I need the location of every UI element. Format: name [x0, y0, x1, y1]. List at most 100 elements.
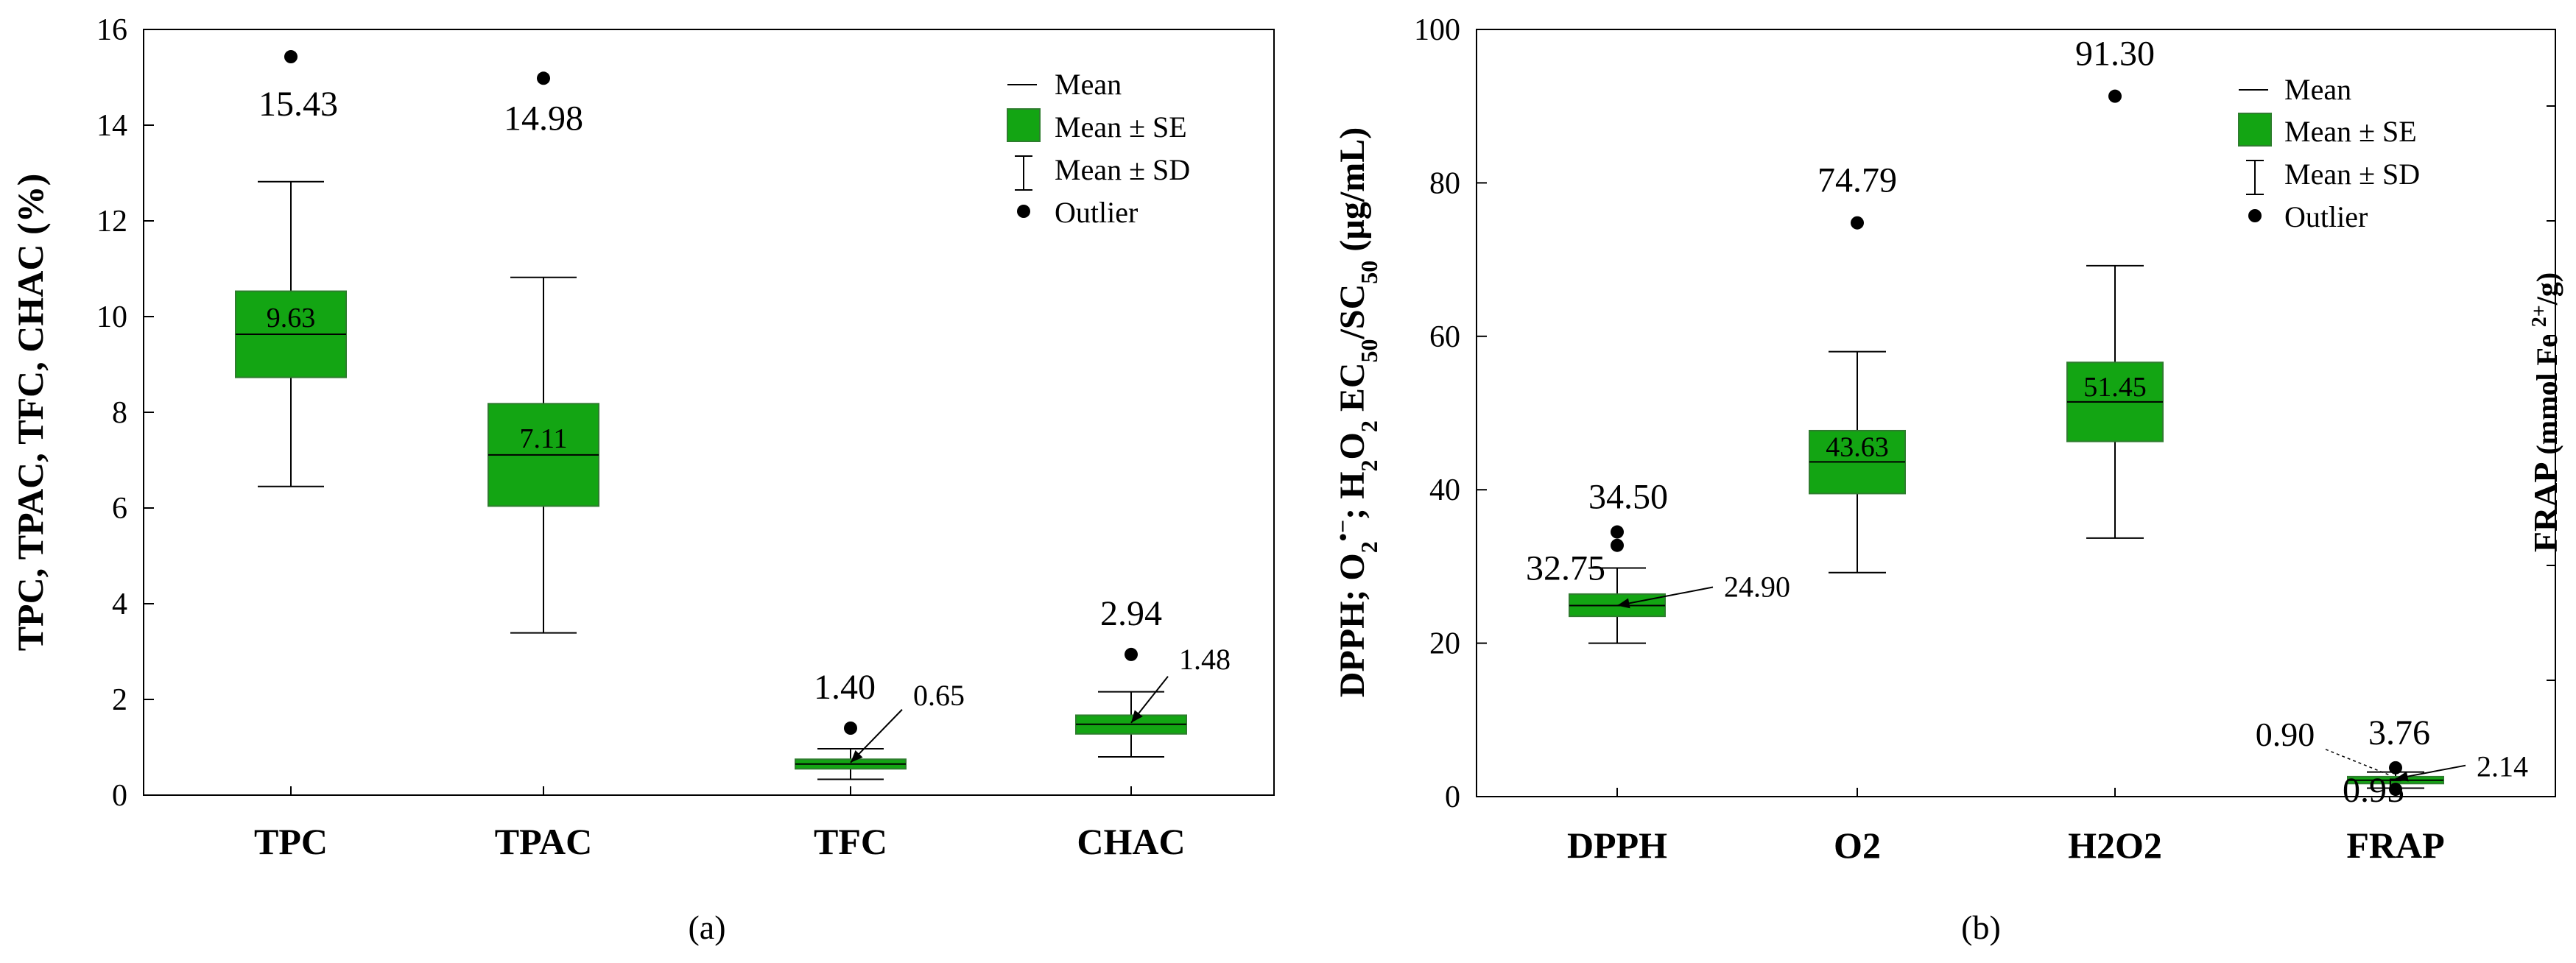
mean-label: 7.11	[519, 423, 567, 454]
ylabel-part: O	[1333, 432, 1372, 459]
ylabel-part: 50	[1356, 261, 1382, 284]
legend-sd-swatch	[1015, 155, 1032, 191]
outlier-label: 91.30	[2075, 35, 2155, 74]
ylabel-part: /SC	[1333, 284, 1372, 340]
panel-b-right-ticks	[2547, 105, 2555, 681]
y-tick-label: 60	[1429, 320, 1460, 354]
panel-a-x-axis: TPC TPAC TFC CHAC	[254, 786, 1186, 862]
legend-se-label: Mean ± SE	[2284, 115, 2417, 148]
panel-a-chart: 0 2 4 6 8 10 12 14 16 TPC TPAC TFC CHAC 9.63 15.43 7.…	[10, 13, 1275, 946]
y-tick-label: 0	[1445, 780, 1460, 814]
ylabel-part: ; H	[1333, 471, 1372, 519]
ylabel-part: 2	[1356, 420, 1382, 432]
annotation-arrow-head	[851, 749, 863, 763]
legend-sd-swatch	[2246, 160, 2264, 195]
outlier-label: 1.40	[814, 668, 876, 707]
mean-annotation-label: 1.48	[1179, 643, 1231, 676]
mean-label: 51.45	[2083, 372, 2147, 403]
outlier-point	[537, 71, 550, 85]
ylabel-part: (µg/mL)	[1333, 127, 1372, 261]
outlier-point	[1611, 525, 1624, 539]
ylabel-part: 2	[1356, 541, 1382, 553]
outlier-label: 0.95	[2343, 771, 2404, 810]
y-tick-label: 14	[96, 109, 127, 143]
outlier-label: 74.79	[1817, 161, 1897, 200]
panel-b-y-axis: 0 20 40 60 80 100	[1414, 13, 1487, 814]
ylabel-part: DPPH; O	[1333, 553, 1372, 697]
legend-sd-label: Mean ± SD	[2284, 158, 2420, 191]
panel-a-data-labels: 9.63 15.43 7.11 14.98 1.40 0.65 2.94 1.48	[258, 85, 1231, 763]
y-tick-label: 6	[112, 492, 127, 526]
annotation-arrow-head	[1131, 710, 1143, 723]
x-category-label: CHAC	[1077, 821, 1185, 862]
annotation-arrow-head	[2396, 771, 2409, 782]
outlier-point	[1125, 647, 1138, 661]
ylabel-part: EC	[1333, 362, 1372, 420]
ylabel-right-part: 2+	[2528, 305, 2551, 327]
annotation-arrow-line	[850, 709, 903, 763]
y-tick-label: 8	[112, 396, 127, 430]
panel-a-y-axis: 0 2 4 6 8 10 12 14 16	[96, 13, 154, 813]
panel-a-legend: Mean Mean ± SE Mean ± SD Outlier	[1007, 68, 1190, 229]
ylabel-right-part: /g)	[2530, 272, 2563, 306]
outlier-point	[2108, 89, 2122, 103]
outlier-label: 32.75	[1526, 549, 1605, 588]
legend-sd-label: Mean ± SD	[1055, 153, 1190, 186]
x-category-label: DPPH	[1567, 825, 1667, 866]
ylabel-part: 50	[1356, 339, 1382, 362]
y-tick-label: 12	[96, 205, 127, 239]
panel-b-data-labels: 32.75 34.50 24.90 43.63 74.79 51.45 91.30 0.95 3…	[1526, 35, 2528, 810]
ylabel-right-part: (mmol Fe	[2530, 327, 2563, 462]
outlier-point	[1851, 216, 1864, 230]
y-tick-label: 20	[1429, 627, 1460, 661]
outlier-point	[2389, 761, 2402, 775]
panel-b-plot-frame	[1476, 29, 2556, 797]
legend-se-swatch	[1007, 108, 1041, 142]
legend-outlier-swatch	[2248, 209, 2262, 222]
x-category-label: H2O2	[2068, 825, 2162, 866]
y-tick-label: 0	[112, 779, 127, 813]
outlier-point	[284, 50, 298, 64]
outlier-point	[2389, 783, 2402, 797]
panel-a-plot-frame	[143, 29, 1275, 796]
mean-label: 43.63	[1826, 431, 1889, 462]
y-tick-label: 40	[1429, 473, 1460, 507]
y-tick-label: 100	[1414, 13, 1460, 47]
y-tick-label: 2	[112, 683, 127, 717]
mean-annotation-label: 0.65	[913, 679, 965, 712]
x-category-label: TPAC	[495, 821, 592, 862]
panel-a-y-axis-title: TPC, TPAC, TFC, CHAC (%)	[10, 174, 51, 652]
annotation-arrow-head	[1617, 598, 1630, 609]
x-category-label: FRAP	[2346, 825, 2444, 866]
x-category-label: O2	[1834, 825, 1881, 866]
outlier-label: 14.98	[504, 99, 583, 138]
legend-outlier-label: Outlier	[2284, 200, 2368, 233]
mean-annotation-label: 24.90	[1724, 571, 1790, 604]
outlier-label: 2.94	[1100, 594, 1162, 633]
ylabel-right-part: FRAP	[2527, 462, 2564, 553]
mean-annotation-label: 2.14	[2477, 750, 2528, 783]
legend-se-swatch	[2238, 113, 2272, 147]
legend-mean-label: Mean	[2284, 73, 2351, 106]
x-category-label: TPC	[254, 821, 328, 862]
legend-outlier-swatch	[1017, 205, 1030, 218]
y-tick-label: 10	[96, 300, 127, 334]
outlier-point	[844, 722, 857, 735]
y-tick-label: 4	[112, 588, 127, 621]
y-tick-label: 80	[1429, 166, 1460, 200]
ylabel-part: •−	[1329, 520, 1356, 541]
panel-b-y-axis-title: DPPH; O2•−; H2O2 EC50/SC50 (µg/mL)	[1329, 127, 1382, 697]
panel-b-label: (b)	[1961, 909, 2001, 946]
mean-label: 9.63	[267, 303, 316, 334]
x-category-label: TFC	[814, 821, 887, 862]
outlier-label: 15.43	[258, 85, 338, 124]
legend-se-label: Mean ± SE	[1055, 110, 1187, 144]
panel-b-legend: Mean Mean ± SE Mean ± SD Outlier	[2238, 73, 2420, 233]
legend-outlier-label: Outlier	[1055, 196, 1138, 229]
panel-b-x-axis: DPPH O2 H2O2 FRAP	[1567, 788, 2445, 866]
annotation-arrow-line	[1616, 586, 1714, 607]
panel-b-boxes	[1569, 89, 2444, 797]
outlier-label: 3.76	[2368, 713, 2430, 752]
